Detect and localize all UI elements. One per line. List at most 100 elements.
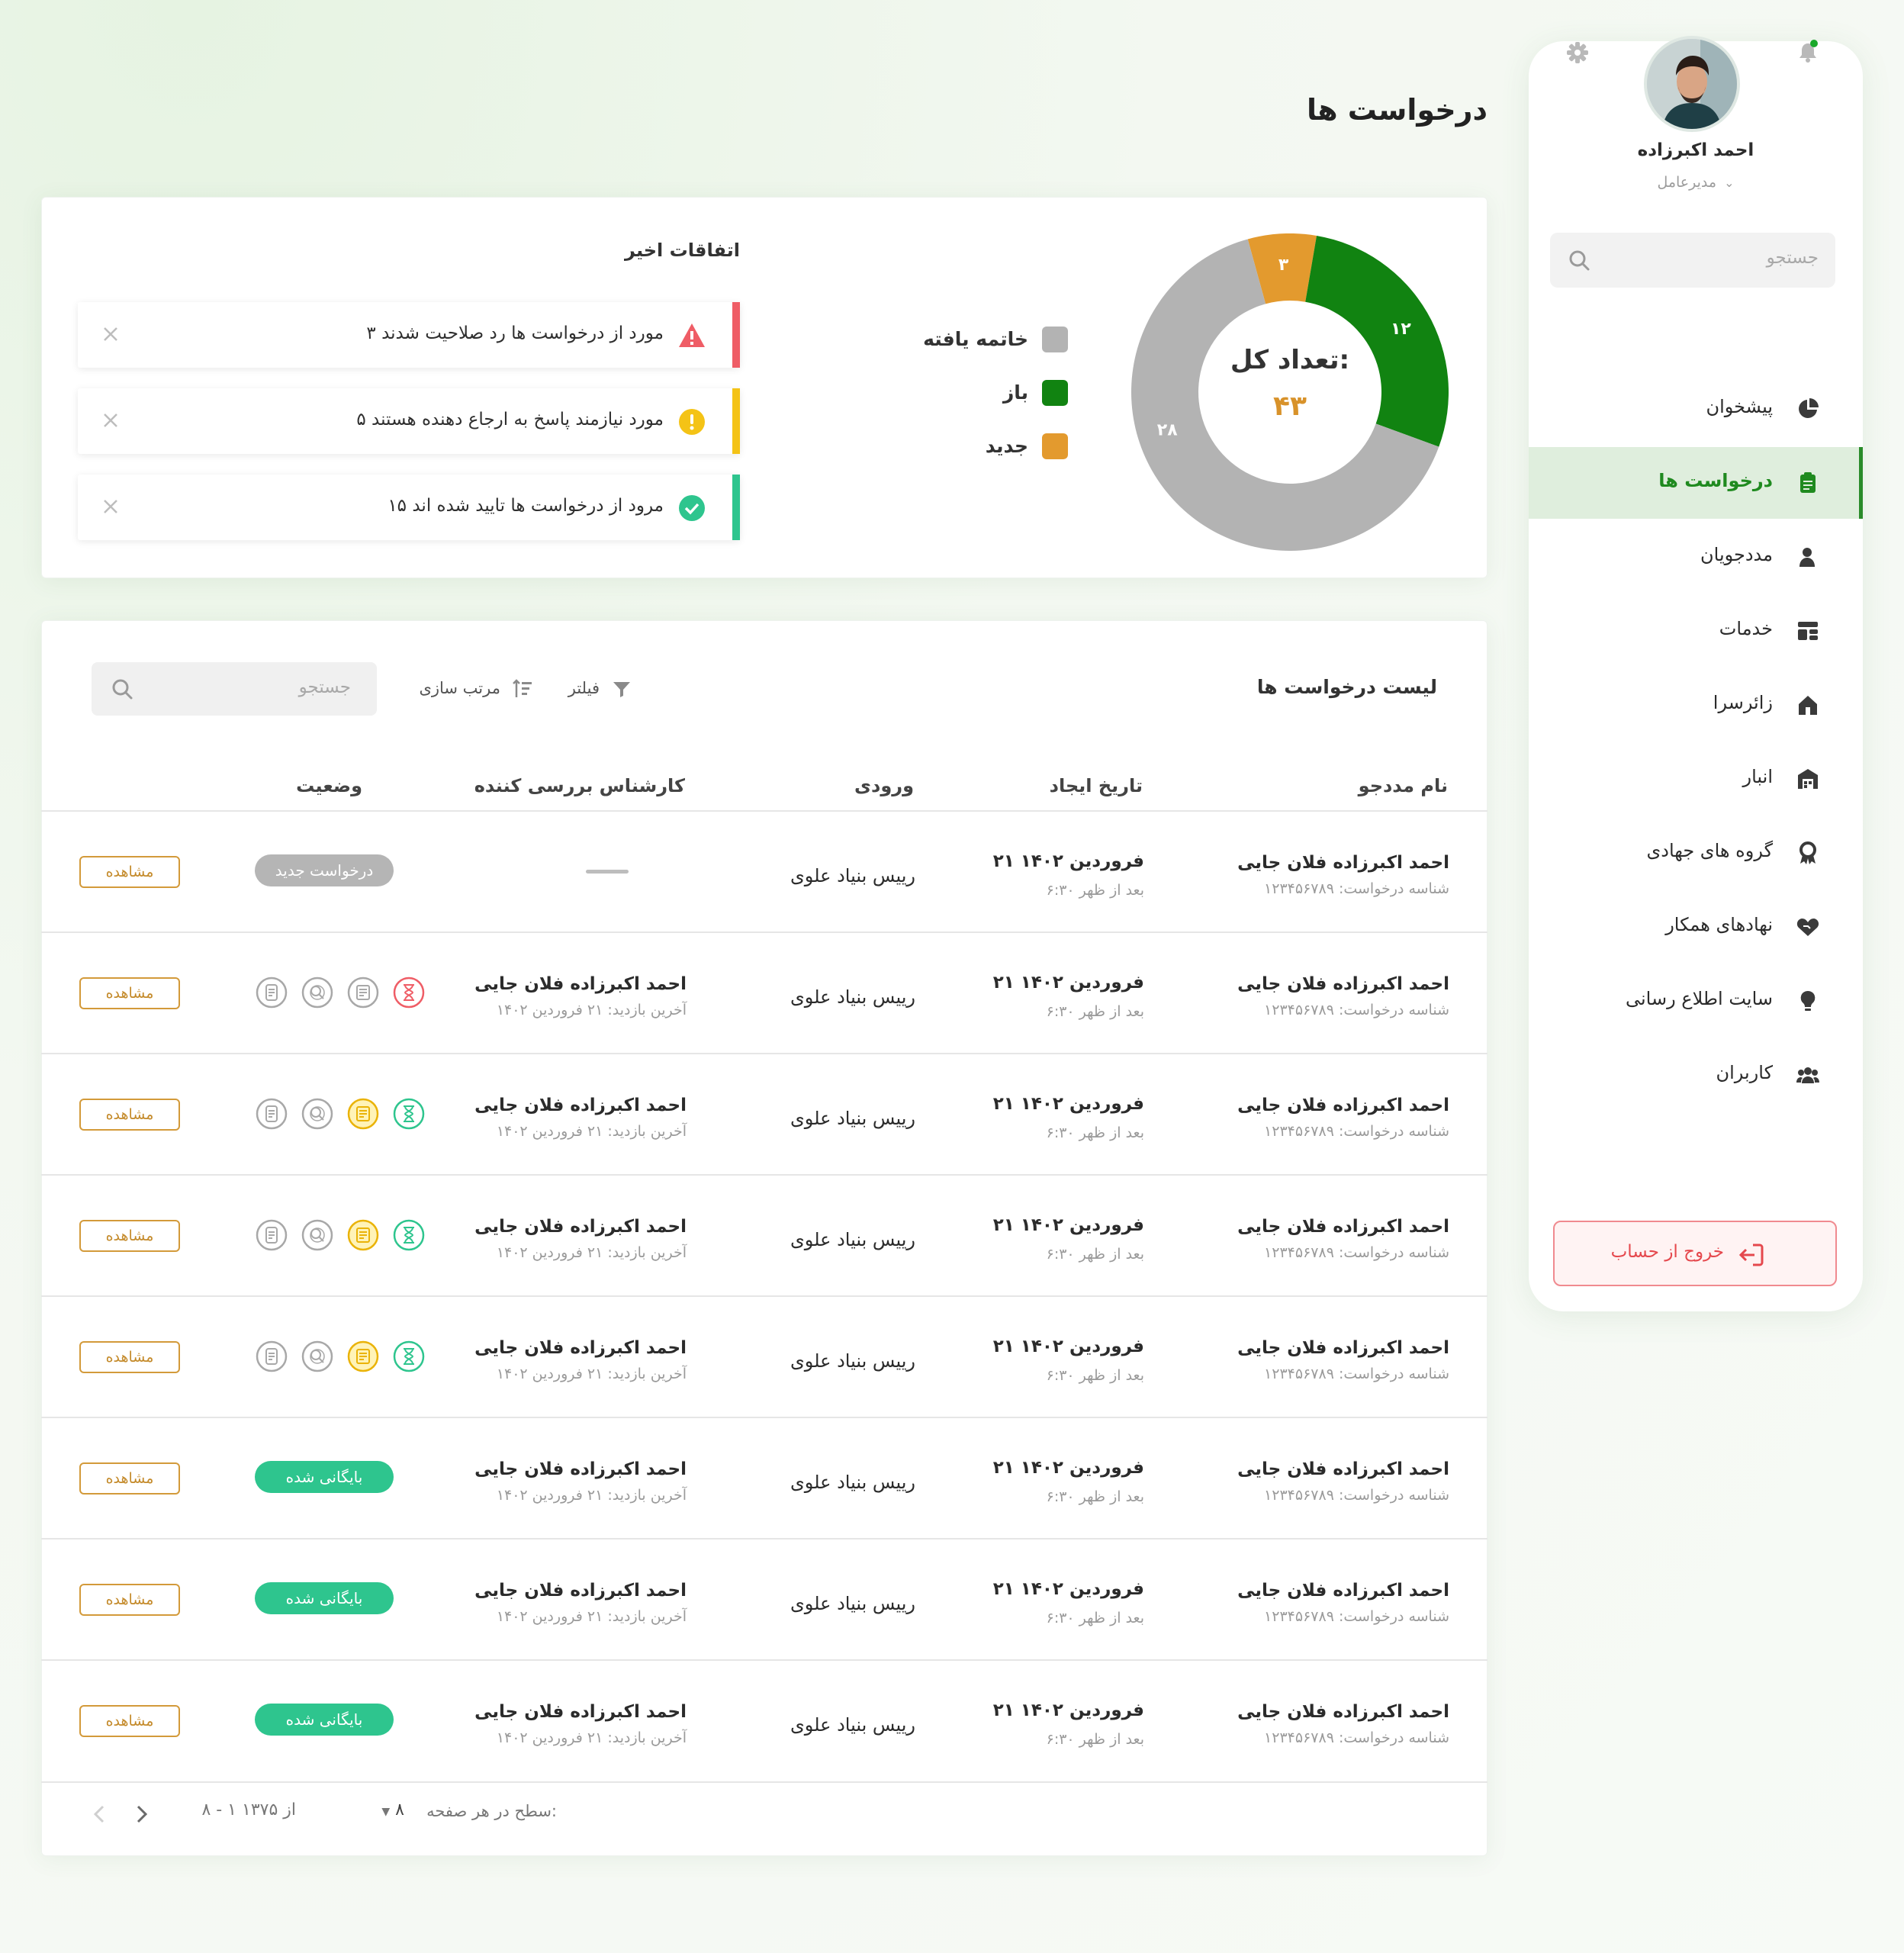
created-time: ۶:۳۰ بعد از ظهر [1046, 1610, 1144, 1626]
sidebar-item-requests[interactable]: درخواست ها [1529, 447, 1863, 519]
view-button[interactable]: مشاهده [79, 1705, 180, 1737]
created-time: ۶:۳۰ بعد از ظهر [1046, 882, 1144, 899]
row-divider [41, 810, 1488, 812]
note-icon[interactable] [255, 1340, 288, 1373]
magnifier-icon[interactable] [301, 1097, 334, 1131]
request-id: شناسه درخواست: ۱۲۳۴۵۶۷۸۹ [1264, 1123, 1449, 1140]
last-visit: آخرین بازدید: ۲۱ فروردین ۱۴۰۲ [496, 1123, 687, 1140]
view-button[interactable]: مشاهده [79, 977, 180, 1009]
avatar[interactable] [1644, 36, 1740, 132]
client-name: احمد اکبرزاده فلان جایی [1237, 1581, 1449, 1601]
chevron-left-icon[interactable] [84, 1799, 114, 1829]
sort-icon [513, 679, 532, 697]
magnifier-icon[interactable] [301, 1218, 334, 1252]
client-name: احمد اکبرزاده فلان جایی [1237, 853, 1449, 873]
sort-button[interactable]: مرتب سازی [412, 674, 534, 705]
table-row[interactable]: احمد اکبرزاده فلان جایی شناسه درخواست: ۱۲… [41, 1661, 1488, 1781]
event-bar [732, 302, 740, 368]
document-icon[interactable] [346, 1097, 380, 1131]
table-row[interactable]: احمد اکبرزاده فلان جایی شناسه درخواست: ۱۲… [41, 1540, 1488, 1660]
table-row[interactable]: احمد اکبرزاده فلان جایی شناسه درخواست: ۱۲… [41, 1297, 1488, 1417]
document-icon[interactable] [346, 1340, 380, 1373]
filter-button[interactable]: فیلتر [557, 674, 633, 705]
column-header-name[interactable]: نام مددجو [1358, 775, 1448, 796]
column-header-date[interactable]: تاریخ ایجاد [1049, 775, 1143, 796]
view-button[interactable]: مشاهده [79, 856, 180, 888]
gear-icon[interactable] [1559, 34, 1596, 71]
rows-per-page-select[interactable]: ▼ ۸ [359, 1800, 404, 1819]
event-item-error: ۳ مورد از درخواست ها رد صلاحیت شدند [78, 302, 740, 368]
sidebar-item-info-site[interactable]: سایت اطلاع رسانی [1529, 965, 1863, 1037]
created-date: ۲۱ فروردین ۱۴۰۲ [992, 973, 1144, 993]
table-search-input[interactable]: جستجو [92, 662, 377, 716]
view-button[interactable]: مشاهده [79, 1220, 180, 1252]
column-header-entry[interactable]: ورودی [854, 775, 914, 796]
sidebar-item-guesthouse[interactable]: زائرسرا [1529, 669, 1863, 741]
created-time: ۶:۳۰ بعد از ظهر [1046, 1731, 1144, 1748]
handshake-icon [1796, 919, 1819, 936]
sidebar-item-partners[interactable]: نهادهای همکار [1529, 891, 1863, 963]
sidebar-search-input[interactable]: جستجو [1550, 233, 1835, 288]
row-divider [41, 1538, 1488, 1540]
table-row[interactable]: احمد اکبرزاده فلان جایی شناسه درخواست: ۱۲… [41, 933, 1488, 1054]
magnifier-icon[interactable] [301, 1340, 334, 1373]
user-icon [1799, 548, 1815, 567]
legend-label: باز [1002, 381, 1028, 404]
sidebar-item-label: گروه های جهادی [1646, 840, 1773, 861]
close-icon[interactable] [98, 407, 124, 433]
table-row[interactable]: احمد اکبرزاده فلان جایی شناسه درخواست: ۱۲… [41, 1176, 1488, 1296]
last-visit: آخرین بازدید: ۲۱ فروردین ۱۴۰۲ [496, 1729, 687, 1746]
recent-events-title: اتفاقات اخیر [625, 240, 740, 261]
donut-slice [1247, 233, 1317, 304]
document-icon[interactable] [346, 1218, 380, 1252]
entry-source: رییس بنیاد علوی [790, 1472, 915, 1493]
close-icon[interactable] [98, 494, 124, 520]
hourglass-icon[interactable] [392, 1218, 426, 1252]
donut-total-label: تعداد کل: [1230, 345, 1350, 375]
view-button[interactable]: مشاهده [79, 1341, 180, 1373]
view-button[interactable]: مشاهده [79, 1099, 180, 1131]
column-header-expert[interactable]: کارشناس بررسی کننده [474, 775, 685, 796]
column-header-status[interactable]: وضعیت [296, 775, 362, 796]
users-icon [1796, 1067, 1819, 1083]
sort-label: مرتب سازی [419, 679, 500, 697]
note-icon[interactable] [255, 1218, 288, 1252]
view-button[interactable]: مشاهده [79, 1584, 180, 1616]
created-date: ۲۱ فروردین ۱۴۰۲ [992, 1579, 1144, 1599]
user-role-dropdown[interactable]: مدیرعامل ⌄ [1529, 174, 1863, 191]
table-row[interactable]: احمد اکبرزاده فلان جایی شناسه درخواست: ۱۲… [41, 812, 1488, 932]
sidebar-item-services[interactable]: خدمات [1529, 595, 1863, 667]
note-icon[interactable] [255, 976, 288, 1009]
magnifier-icon[interactable] [301, 976, 334, 1009]
sidebar-item-dashboard[interactable]: پیشخوان [1529, 373, 1863, 445]
logout-label: خروج از حساب [1610, 1242, 1724, 1262]
sidebar-item-warehouse[interactable]: انبار [1529, 743, 1863, 815]
table-row[interactable]: احمد اکبرزاده فلان جایی شناسه درخواست: ۱۲… [41, 1418, 1488, 1539]
bell-icon[interactable] [1790, 34, 1826, 71]
bulb-icon [1800, 990, 1816, 1011]
sidebar-item-users[interactable]: کاربران [1529, 1039, 1863, 1111]
sidebar-item-jihadi-groups[interactable]: گروه های جهادی [1529, 817, 1863, 889]
close-icon[interactable] [98, 321, 124, 347]
hourglass-icon[interactable] [392, 1097, 426, 1131]
badge-icon [1799, 841, 1816, 864]
entry-source: رییس بنیاد علوی [790, 1229, 915, 1250]
sidebar-item-clients[interactable]: مددجویان [1529, 521, 1863, 593]
entry-source: رییس بنیاد علوی [790, 986, 915, 1008]
rows-per-page-label: سطح در هر صفحه: [426, 1802, 557, 1820]
request-id: شناسه درخواست: ۱۲۳۴۵۶۷۸۹ [1264, 1487, 1449, 1504]
donut-slice [1305, 235, 1449, 447]
hourglass-icon[interactable] [392, 1340, 426, 1373]
logout-button[interactable]: خروج از حساب [1553, 1221, 1837, 1286]
document-icon[interactable] [346, 976, 380, 1009]
row-divider [41, 1417, 1488, 1418]
expert-name: احمد اکبرزاده فلان جایی [474, 1096, 687, 1115]
hourglass-icon[interactable] [392, 976, 426, 1009]
house-icon [1799, 696, 1817, 715]
view-button[interactable]: مشاهده [79, 1462, 180, 1495]
chevron-right-icon[interactable] [127, 1799, 157, 1829]
created-time: ۶:۳۰ بعد از ظهر [1046, 1003, 1144, 1020]
table-row[interactable]: احمد اکبرزاده فلان جایی شناسه درخواست: ۱۲… [41, 1054, 1488, 1175]
services-icon [1798, 622, 1818, 640]
note-icon[interactable] [255, 1097, 288, 1131]
